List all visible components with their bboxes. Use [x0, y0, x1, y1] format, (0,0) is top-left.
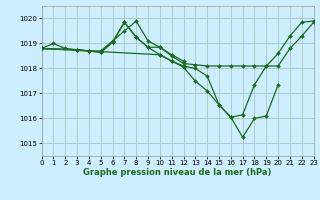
- X-axis label: Graphe pression niveau de la mer (hPa): Graphe pression niveau de la mer (hPa): [84, 168, 272, 177]
